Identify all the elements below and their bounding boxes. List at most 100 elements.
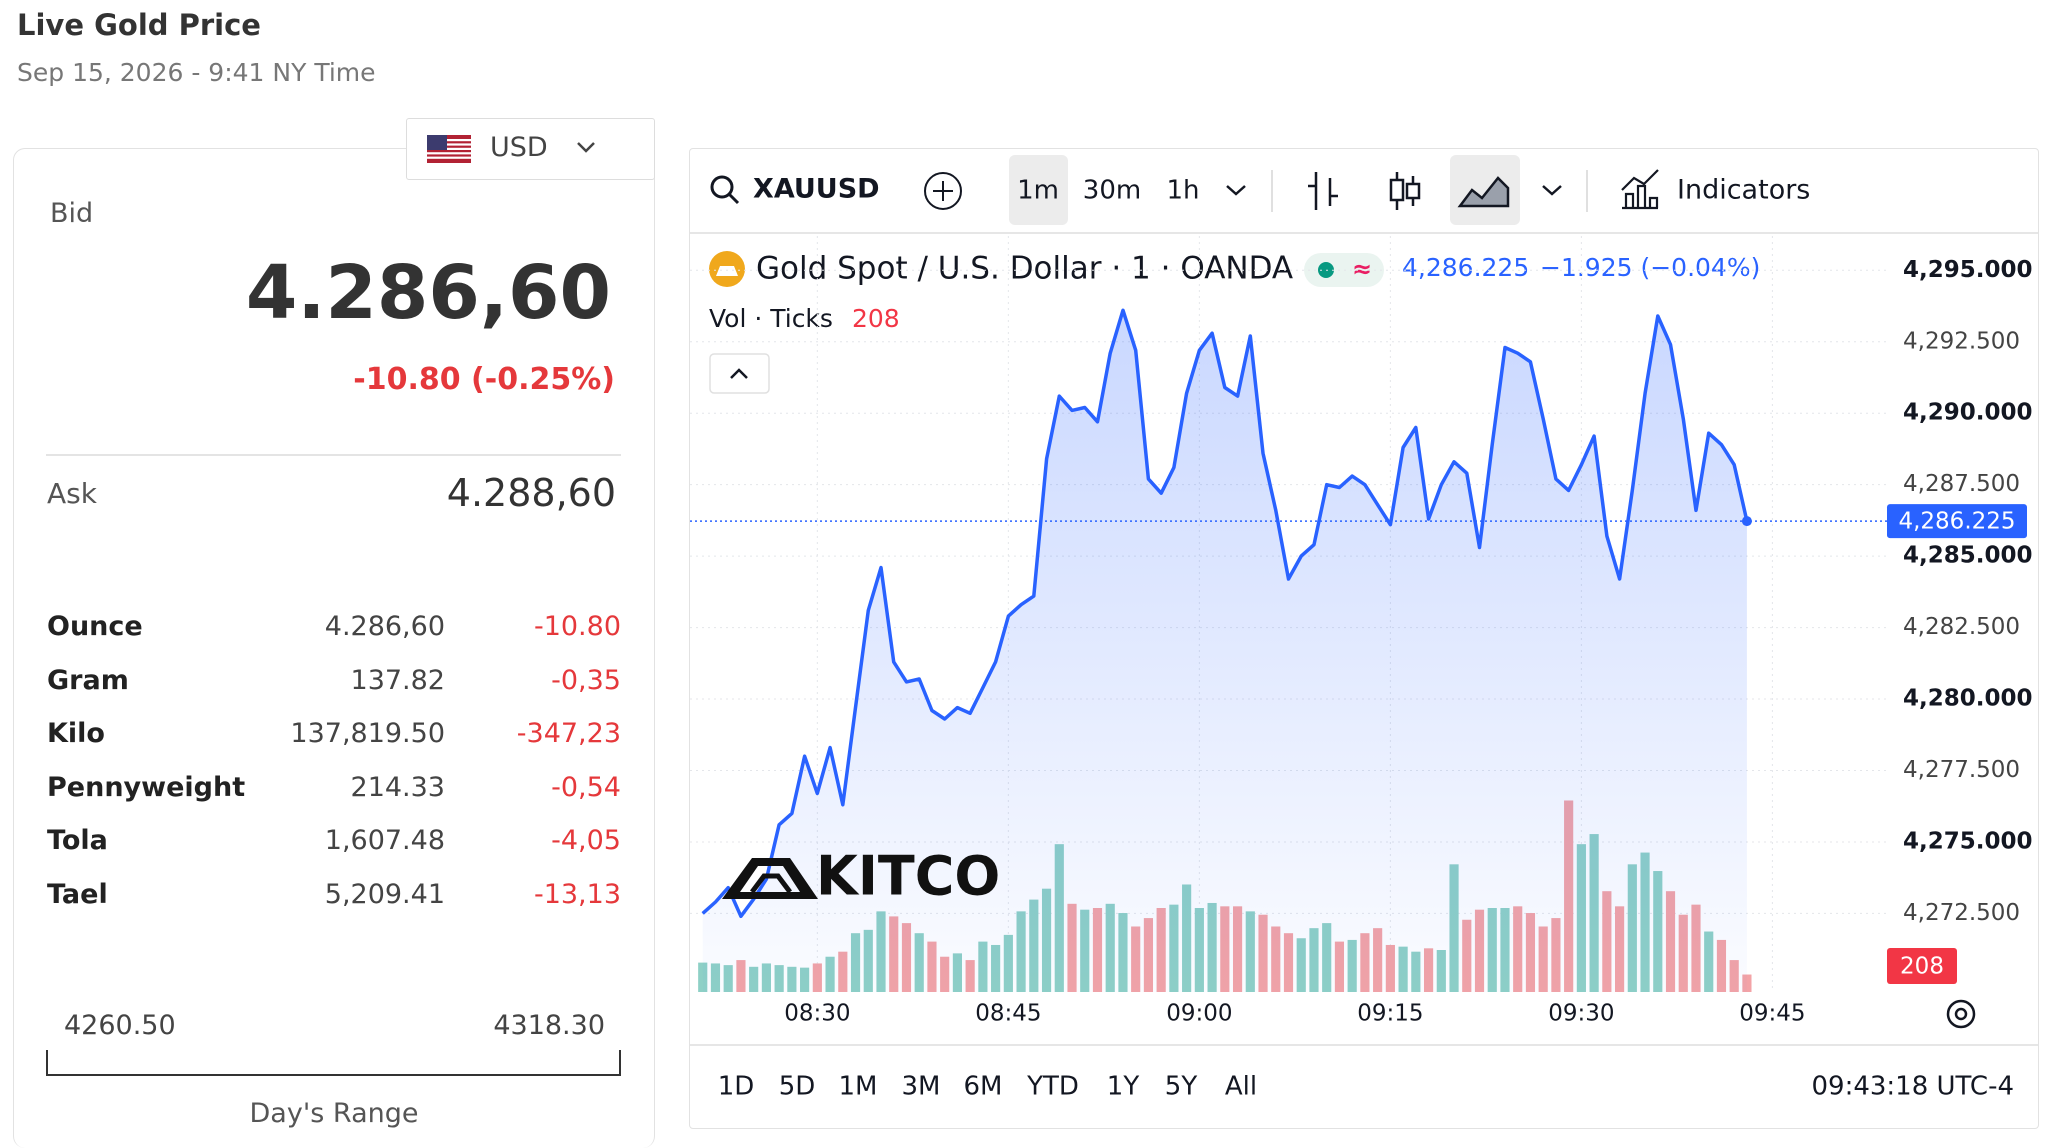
logo-text: KITCO: [816, 845, 1000, 908]
x-tick-label: 09:15: [1357, 1001, 1423, 1027]
indicators-icon[interactable]: [1621, 169, 1659, 210]
unit-price: 4.286,60: [324, 611, 445, 642]
collapse-button[interactable]: [709, 353, 770, 394]
y-tick-label: 4,290.000: [1903, 400, 2033, 426]
unit-price: 137.82: [350, 665, 445, 696]
unit-name: Tola: [47, 825, 108, 856]
y-tick-label: 4,287.500: [1903, 471, 2020, 497]
x-tick-label: 09:00: [1166, 1001, 1232, 1027]
interval[interactable]: 1m: [1017, 176, 1059, 206]
volume-marker: [1887, 948, 1957, 984]
range-button[interactable]: 1M: [839, 1072, 878, 1102]
unit-price: 1,607.48: [324, 825, 445, 856]
unit-price: 5,209.41: [324, 879, 445, 910]
bid-label: Bid: [50, 198, 94, 229]
y-tick-label: 4,292.500: [1903, 328, 2020, 354]
bars-icon[interactable]: [1308, 172, 1338, 210]
y-tick-label: 4,295.000: [1903, 257, 2033, 283]
search-icon[interactable]: [710, 175, 740, 205]
interval[interactable]: 1h: [1166, 176, 1199, 206]
chevron: [577, 142, 595, 153]
y-tick-label: 4,285.000: [1903, 543, 2033, 569]
ask-price: 4.288,60: [446, 471, 616, 515]
y-tick-label: 4,277.500: [1903, 757, 2020, 783]
x-tick-label: 08:45: [975, 1001, 1041, 1027]
unit-change: -4,05: [551, 825, 621, 856]
unit-name: Pennyweight: [47, 772, 246, 803]
timestamp: Sep 15, 2026 - 9:41 NY Time: [17, 58, 376, 87]
range-button[interactable]: All: [1225, 1072, 1257, 1102]
legend-price: 4,286.225: [1402, 253, 1529, 282]
last-point: [1741, 516, 1752, 527]
add-symbol[interactable]: [924, 172, 962, 210]
bid-change: -10.80 (-0.25%): [353, 362, 615, 397]
range-button[interactable]: 1Y: [1107, 1072, 1140, 1102]
us-flag: [427, 135, 471, 163]
range-button[interactable]: 3M: [902, 1072, 941, 1102]
area-icon[interactable]: [1457, 176, 1510, 208]
range-button[interactable]: YTD: [1026, 1072, 1079, 1102]
interval[interactable]: 30m: [1083, 176, 1141, 206]
currency-label: USD: [490, 132, 548, 163]
settings-icon[interactable]: [1946, 999, 1976, 1029]
unit-name: Gram: [47, 665, 129, 696]
status-icon: ≈: [1352, 255, 1372, 283]
bid-price: 4.286,60: [245, 250, 611, 336]
legend-title: Gold Spot / U.S. Dollar · 1 · OANDA: [756, 251, 1293, 287]
gold-icon: [716, 266, 738, 276]
page-title: Live Gold Price: [17, 8, 261, 42]
clock: 09:43:18 UTC-4: [1811, 1072, 2014, 1102]
indicators-button[interactable]: Indicators: [1677, 175, 1810, 206]
price-line: [701, 308, 1749, 919]
range-bracket: [46, 1050, 621, 1076]
volume-legend-value: 208: [852, 304, 900, 333]
volume-bar: [1742, 974, 1752, 992]
chevron[interactable]: [1542, 185, 1562, 196]
ask-label: Ask: [47, 477, 97, 510]
unit-price: 214.33: [350, 772, 445, 803]
y-tick-label: 4,275.000: [1903, 828, 2033, 854]
range-button[interactable]: 5Y: [1165, 1072, 1198, 1102]
candles-icon[interactable]: [1405, 182, 1421, 200]
interval-highlight: [1009, 155, 1068, 225]
chevron[interactable]: [1226, 185, 1246, 196]
unit-change: -13,13: [533, 879, 621, 910]
range-button[interactable]: 1D: [718, 1072, 755, 1102]
range-button[interactable]: 6M: [964, 1072, 1003, 1102]
x-tick-label: 08:30: [784, 1001, 850, 1027]
price-panel: [13, 148, 655, 1148]
unit-change: -0,35: [551, 665, 621, 696]
price-area: [702, 310, 1747, 992]
unit-change: -10.80: [533, 611, 621, 642]
divider: [690, 232, 2038, 234]
candles-icon[interactable]: [1389, 178, 1405, 202]
kitco-logo: KITCO: [722, 845, 1000, 908]
y-tick-label: 4,282.500: [1903, 614, 2020, 640]
unit-name: Ounce: [47, 611, 143, 642]
range-high: 4318.30: [493, 1010, 605, 1041]
unit-change: -347,23: [516, 718, 621, 749]
divider: [46, 454, 621, 456]
unit-name: Tael: [47, 879, 108, 910]
divider: [690, 1044, 2038, 1046]
symbol[interactable]: XAUUSD: [753, 174, 880, 205]
x-tick-label: 09:45: [1739, 1001, 1805, 1027]
y-tick-label: 4,272.500: [1903, 900, 2020, 926]
currency-select[interactable]: USD: [406, 118, 655, 180]
unit-name: Kilo: [47, 718, 105, 749]
unit-price: 137,819.50: [290, 718, 445, 749]
collapse-icon[interactable]: [730, 368, 748, 379]
x-tick-label: 09:30: [1548, 1001, 1614, 1027]
range-button[interactable]: 5D: [779, 1072, 816, 1102]
volume-legend: Vol · Ticks: [709, 304, 833, 333]
range-caption: Day's Range: [249, 1098, 419, 1129]
y-tick-label: 4,280.000: [1903, 686, 2033, 712]
volume-marker-label: 208: [1900, 954, 1944, 980]
price-marker-label: 4,286.225: [1898, 509, 2015, 535]
unit-change: -0,54: [551, 772, 621, 803]
legend-change: −1.925 (−0.04%): [1540, 253, 1760, 282]
range-low: 4260.50: [64, 1010, 176, 1041]
price-marker: [1887, 504, 2027, 539]
